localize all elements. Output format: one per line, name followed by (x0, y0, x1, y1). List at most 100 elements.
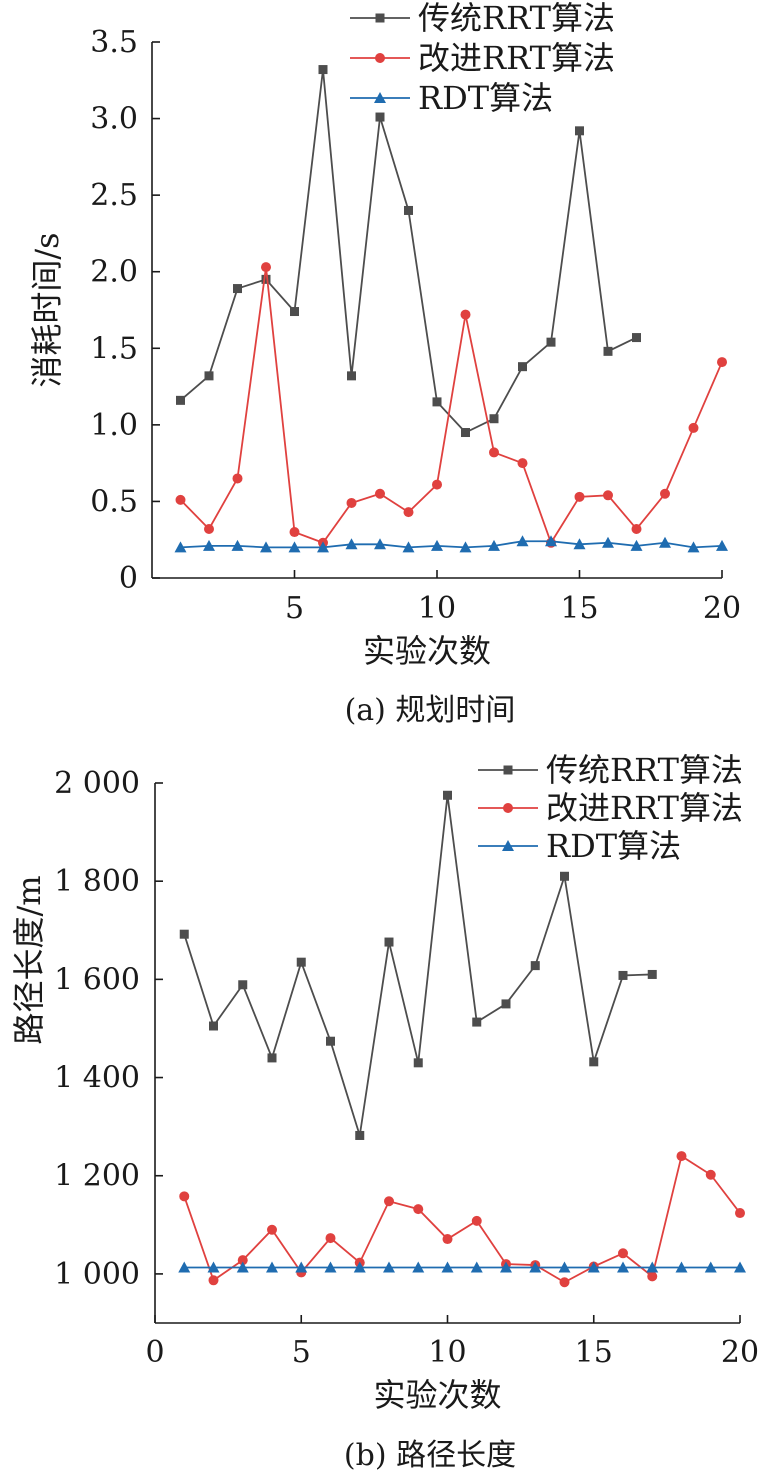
data-point (432, 397, 442, 407)
legend-label: 传统RRT算法 (546, 751, 743, 789)
data-point (374, 538, 386, 550)
data-point (175, 494, 186, 505)
data-point (716, 539, 728, 551)
chart-planning-time: 0 0.5 1.0 1.5 2.0 2.5 3.0 3.5 5 10 15 20 实验次数 消耗时间/s (… (28, 0, 741, 728)
x-tick-label: 20 (721, 1335, 759, 1370)
data-point (587, 1261, 600, 1273)
series-line (183, 1154, 741, 1284)
y-tick-label: 3.0 (90, 102, 138, 137)
x-axis-label: 实验次数 (363, 632, 491, 670)
y-tick-label: 1.5 (90, 331, 138, 366)
data-point (529, 1261, 542, 1273)
x-tick-label: 10 (418, 591, 456, 626)
data-point (574, 491, 585, 502)
series-square (179, 790, 657, 1140)
data-point (603, 346, 613, 356)
data-point (517, 458, 528, 469)
data-point (459, 541, 472, 553)
x-tick-label: 15 (575, 1335, 613, 1370)
data-point (317, 541, 329, 553)
data-point (734, 1261, 746, 1273)
data-point (647, 969, 657, 979)
data-point (260, 541, 272, 553)
data-point (261, 274, 271, 284)
data-point (413, 1204, 424, 1215)
data-point (402, 541, 415, 553)
data-point (413, 1058, 423, 1068)
series-line (180, 540, 723, 549)
series-line (179, 69, 637, 434)
series-square (176, 65, 641, 438)
data-point (375, 112, 385, 122)
data-point (573, 538, 586, 550)
data-point (687, 541, 700, 553)
data-point (472, 1017, 482, 1027)
y-tick-label: 1 000 (54, 1257, 140, 1292)
data-point (501, 999, 511, 1009)
data-point (290, 307, 299, 317)
data-point (179, 1191, 190, 1202)
legend-label: 传统RRT算法 (418, 0, 615, 37)
data-point (489, 414, 499, 424)
legend-marker (502, 840, 514, 851)
data-point (618, 970, 628, 980)
y-tick-label: 1 400 (54, 1061, 140, 1096)
data-point (602, 536, 614, 548)
legend-marker (374, 92, 386, 103)
data-point (403, 507, 414, 518)
legend-marker (503, 765, 513, 775)
data-point (516, 535, 529, 547)
data-point (559, 1277, 570, 1288)
data-point (237, 1255, 248, 1266)
y-tick-label: 2 000 (54, 766, 140, 801)
legend-label: 改进RRT算法 (546, 789, 743, 827)
data-point (346, 497, 357, 508)
data-point (209, 1021, 218, 1031)
data-point (375, 488, 385, 499)
y-tick-label: 2.0 (90, 255, 138, 290)
y-tick-label: 1 600 (54, 962, 140, 997)
data-point (324, 1261, 337, 1273)
data-point (204, 523, 214, 534)
data-point (470, 1261, 483, 1273)
data-point (675, 1261, 688, 1273)
chart-caption: (a) 规划时间 (345, 693, 516, 728)
series-triangle (174, 535, 728, 553)
data-point (295, 1261, 308, 1273)
data-point (238, 980, 248, 990)
legend-label: RDT算法 (546, 827, 681, 865)
data-point (267, 1224, 277, 1235)
data-point (442, 1234, 453, 1245)
data-point (630, 539, 643, 551)
data-point (384, 937, 394, 947)
data-point (659, 536, 671, 548)
data-point (632, 333, 641, 343)
y-axis-label: 消耗时间/s (28, 232, 66, 387)
legend-marker (375, 53, 385, 63)
data-point (296, 957, 306, 967)
data-point (266, 1261, 278, 1273)
legend-marker (375, 13, 385, 23)
data-point (646, 1261, 659, 1273)
data-point (735, 1208, 745, 1219)
data-point (318, 65, 328, 75)
data-point (603, 490, 613, 501)
legend-label: RDT算法 (418, 79, 553, 117)
y-tick-label: 3.5 (90, 25, 138, 60)
data-point (267, 1053, 277, 1063)
x-tick-label: 20 (703, 591, 741, 626)
data-point (231, 539, 244, 551)
data-point (471, 1215, 482, 1226)
data-point (203, 539, 215, 551)
y-tick-label: 2.5 (90, 178, 138, 213)
x-tick-label: 0 (145, 1335, 164, 1370)
data-point (461, 428, 470, 438)
data-point (688, 422, 699, 433)
data-point (236, 1261, 249, 1273)
data-point (589, 1057, 599, 1067)
legend-label: 改进RRT算法 (418, 39, 615, 77)
data-point (545, 535, 557, 547)
